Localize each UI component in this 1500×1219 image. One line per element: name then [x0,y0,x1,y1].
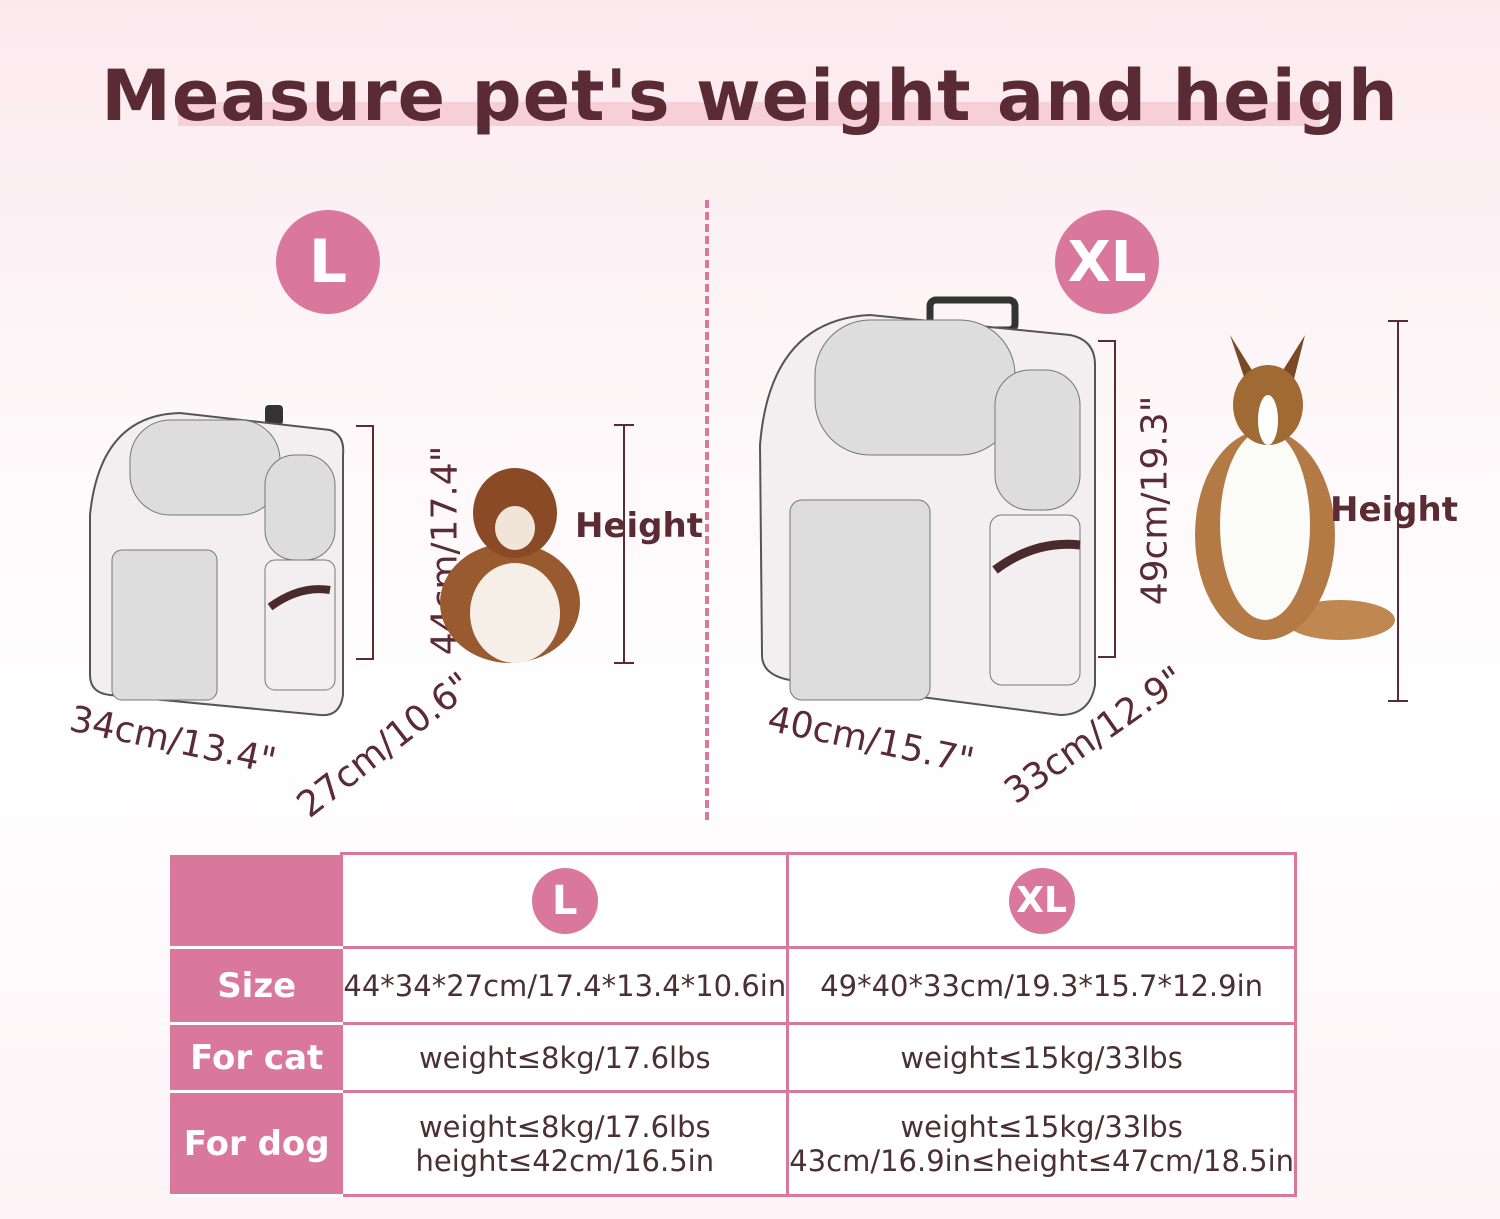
cell-xl: weight≤15kg/33lbs 43cm/16.9in≤height≤47cm… [786,1090,1297,1197]
size-badge-l: L [276,210,380,314]
page-title: Measure pet's weight and heigh [101,55,1399,137]
divider [705,200,709,820]
badge-l-small: L [531,867,598,934]
size-table: L XL Size 44*34*27cm/17.4*13.4*10.6in 49… [169,852,1297,1197]
badge-xl-small: XL [1008,867,1075,934]
row-label: For dog [169,1090,344,1197]
cell-l-line2: height≤42cm/16.5in [415,1143,715,1178]
cell-xl-line2: 43cm/16.9in≤height≤47cm/18.5in [789,1143,1294,1178]
row-label: Size [169,946,344,1025]
cell-xl-line1: weight≤15kg/33lbs [900,1109,1183,1144]
cell-l: weight≤8kg/17.6lbs [340,1022,790,1093]
header-xl: XL [786,852,1297,949]
backpack-l-image [89,405,345,717]
collie-dog-image [1195,335,1395,640]
table-corner [169,852,344,949]
cell-l: 44*34*27cm/17.4*13.4*10.6in [340,946,790,1025]
cell-xl: weight≤15kg/33lbs [786,1022,1297,1093]
row-label: For cat [169,1022,344,1093]
cell-l: weight≤8kg/17.6lbs height≤42cm/16.5in [340,1090,790,1197]
table-row: For dog weight≤8kg/17.6lbs height≤42cm/16… [169,1090,1297,1197]
height-bracket-xl [1098,340,1116,658]
backpack-xl-image [758,296,1096,717]
small-dog-image [440,468,580,663]
height-bracket-l [356,425,374,660]
height-bracket-dog-xl [1388,320,1408,702]
cell-l-line1: weight≤8kg/17.6lbs [418,1109,711,1144]
height-bracket-dog-l [614,424,634,664]
title-underline [178,102,1320,126]
header-l: L [340,852,790,949]
cell-xl: 49*40*33cm/19.3*15.7*12.9in [786,946,1297,1025]
size-badge-xl: XL [1055,210,1159,314]
table-row: Size 44*34*27cm/17.4*13.4*10.6in 49*40*3… [169,946,1297,1025]
height-label-l: Height [575,506,703,546]
table-row: For cat weight≤8kg/17.6lbs weight≤15kg/3… [169,1022,1297,1093]
height-label-xl: Height [1330,490,1458,530]
